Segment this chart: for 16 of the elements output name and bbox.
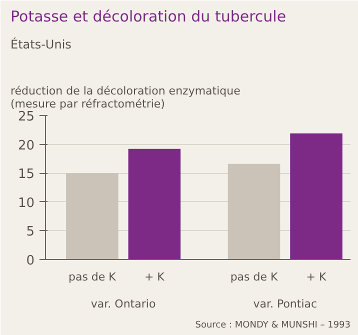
x-tick-label: pas de K: [68, 270, 117, 284]
x-tick-label: + K: [306, 270, 328, 284]
y-tick-label: 5: [26, 224, 35, 240]
y-tick-label: 0: [26, 254, 35, 268]
y-tick-label: 10: [18, 196, 35, 211]
text: var. Ontario: [90, 298, 156, 310]
chart-subtitle: États-Unis: [10, 36, 72, 52]
y-tick-label: 20: [18, 138, 35, 154]
y-axis-title: réduction de la décoloration enzymatique (mesure par réfractométrie): [10, 84, 241, 110]
y-tick-label: 15: [18, 167, 35, 182]
chart-title: Potasse et décoloration du tubercule: [10, 8, 286, 26]
text: var. Pontiac: [253, 298, 318, 310]
x-tick-label: pas de K: [230, 270, 279, 284]
source-note: Source : MONDY & MUNSHI – 1993: [195, 320, 351, 330]
y-tick-label: 25: [18, 110, 35, 124]
x-tick-label: + K: [144, 270, 166, 284]
